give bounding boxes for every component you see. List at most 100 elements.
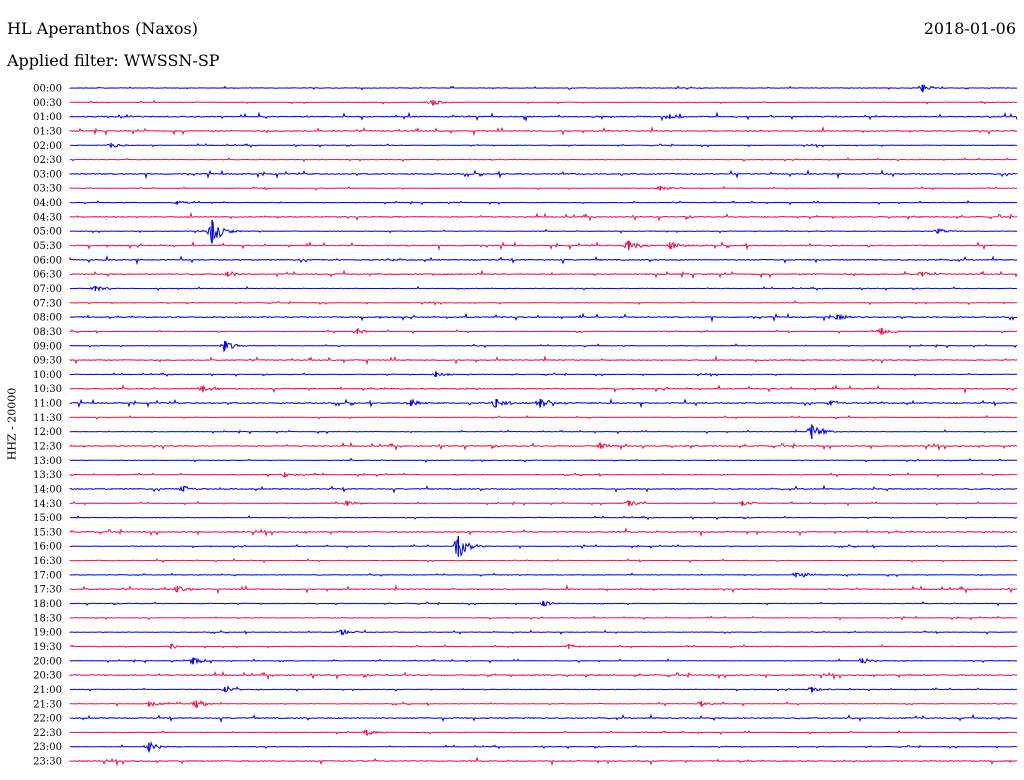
row-label-1030: 10:30 [33, 384, 62, 395]
row-label-0730: 07:30 [33, 298, 62, 309]
row-label-0500: 05:00 [33, 227, 62, 238]
row-label-1500: 15:00 [33, 513, 62, 524]
trace-row-1630 [69, 558, 1017, 564]
row-label-0030: 00:30 [33, 98, 62, 109]
trace-row-1030 [69, 384, 1017, 395]
row-label-2100: 21:00 [33, 685, 62, 696]
trace-row-0900 [69, 341, 1018, 353]
trace-row-1100 [69, 398, 1018, 409]
trace-row-0100 [69, 111, 1018, 123]
row-label-0900: 09:00 [33, 341, 62, 352]
row-label-0230: 02:30 [33, 155, 62, 166]
trace-row-1530 [69, 527, 1018, 538]
row-label-1100: 11:00 [33, 399, 62, 410]
trace-row-1400 [69, 484, 1018, 494]
row-label-0430: 04:30 [33, 212, 62, 223]
trace-row-1830 [69, 615, 1018, 621]
trace-row-0930 [69, 354, 1018, 366]
row-label-0930: 09:30 [33, 356, 62, 367]
row-labels: 00:00 00:30 01:00 01:30 02:00 02:30 03:00 03:30… [33, 84, 62, 768]
row-label-0530: 05:30 [33, 241, 62, 252]
row-label-0400: 04:00 [33, 198, 62, 209]
filter-label: Applied filter: WWSSN-SP [7, 51, 220, 70]
trace-row-1000 [69, 370, 1018, 378]
row-label-1200: 12:00 [33, 427, 62, 438]
row-label-1230: 12:30 [33, 442, 62, 453]
row-label-1700: 17:00 [33, 570, 62, 581]
trace-row-0330 [69, 185, 1018, 191]
row-label-0000: 00:00 [33, 84, 62, 95]
trace-row-0430 [69, 211, 1018, 222]
trace-row-1200 [69, 425, 1018, 436]
trace-row-2100 [69, 685, 1018, 694]
row-label-1400: 14:00 [33, 484, 62, 495]
row-label-1930: 19:30 [33, 642, 62, 653]
trace-row-2300 [70, 740, 1017, 754]
record-date: 2018-01-06 [923, 19, 1016, 38]
trace-row-2330 [69, 756, 1018, 767]
trace-row-0030 [69, 99, 1018, 106]
row-label-0330: 03:30 [33, 184, 62, 195]
trace-row-2200 [69, 713, 1018, 724]
trace-row-0530 [69, 240, 1018, 252]
trace-row-1130 [69, 414, 1018, 420]
row-label-1530: 15:30 [33, 527, 62, 538]
trace-row-1500 [69, 514, 1018, 521]
trace-row-0830 [69, 327, 1017, 336]
trace-row-0230 [69, 157, 1018, 163]
row-label-0700: 07:00 [33, 284, 62, 295]
row-label-1600: 16:00 [33, 542, 62, 553]
row-label-1630: 16:30 [33, 556, 62, 567]
trace-row-1230 [69, 441, 1018, 452]
row-label-1130: 11:30 [33, 413, 62, 424]
row-label-0630: 06:30 [33, 270, 62, 281]
trace-row-1700 [69, 572, 1017, 578]
row-label-0130: 01:30 [33, 126, 62, 137]
row-label-1300: 13:00 [33, 456, 62, 467]
row-label-1800: 18:00 [33, 599, 62, 610]
row-label-2230: 22:30 [33, 728, 62, 739]
trace-row-1300 [69, 457, 1018, 464]
trace-rows [69, 84, 1018, 767]
station-title: HL Aperanthos (Naxos) [7, 19, 198, 38]
row-label-1730: 17:30 [33, 585, 62, 596]
trace-row-1330 [69, 472, 1018, 478]
row-label-1900: 19:00 [33, 628, 62, 639]
trace-row-0700 [69, 285, 1018, 292]
row-label-0800: 08:00 [33, 313, 62, 324]
trace-row-0200 [69, 142, 1018, 149]
row-label-0100: 01:00 [33, 112, 62, 123]
row-label-1000: 10:00 [33, 370, 62, 381]
trace-row-1430 [69, 499, 1018, 507]
trace-row-0130 [69, 125, 1018, 137]
trace-row-2000 [69, 657, 1017, 665]
trace-row-0630 [69, 269, 1018, 280]
row-label-1430: 14:30 [33, 499, 62, 510]
trace-row-0400 [69, 199, 1018, 206]
trace-row-1600 [69, 539, 1018, 557]
row-label-2000: 20:00 [33, 656, 62, 667]
trace-row-0300 [69, 169, 1018, 180]
trace-row-0600 [69, 254, 1018, 266]
row-label-0600: 06:00 [33, 255, 62, 266]
trace-row-1730 [69, 584, 1018, 595]
row-label-0830: 08:30 [33, 327, 62, 338]
trace-row-2030 [69, 670, 1018, 681]
row-label-2330: 23:30 [33, 757, 62, 768]
trace-row-0500 [70, 221, 1018, 244]
row-label-2130: 21:30 [33, 699, 62, 710]
row-label-1830: 18:30 [33, 613, 62, 624]
trace-row-2230 [69, 729, 1018, 737]
trace-row-2130 [69, 699, 1018, 709]
row-label-0200: 02:00 [33, 141, 62, 152]
row-label-2030: 20:30 [33, 671, 62, 682]
trace-row-0800 [69, 312, 1017, 323]
trace-row-0730 [69, 300, 1017, 306]
row-label-2200: 22:00 [33, 714, 62, 725]
trace-row-0000 [69, 84, 1017, 93]
trace-row-1930 [69, 642, 1018, 649]
row-label-2300: 23:00 [33, 742, 62, 753]
row-label-1330: 13:30 [33, 470, 62, 481]
row-label-0300: 03:00 [33, 169, 62, 180]
